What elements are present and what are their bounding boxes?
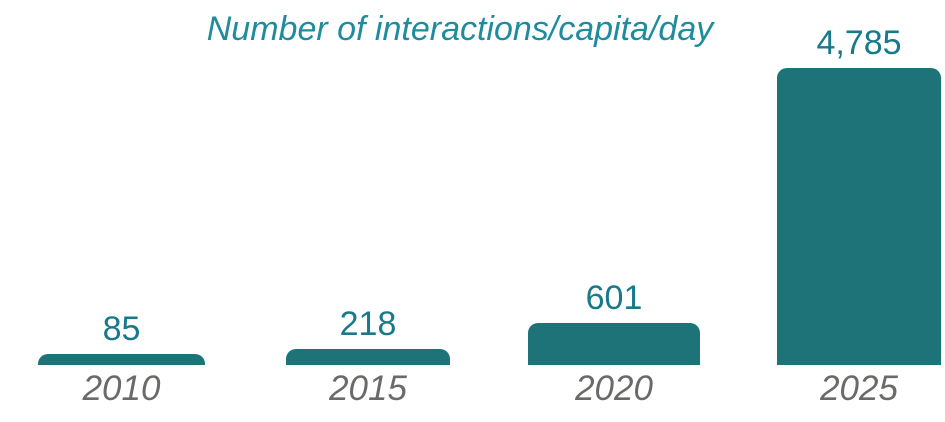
x-axis-tick-label: 2025: [820, 369, 898, 408]
chart-title: Number of interactions/capita/day: [206, 10, 714, 48]
bar-value-label: 4,785: [816, 23, 902, 62]
bar-2020: [528, 323, 700, 365]
x-axis-tick-label: 2010: [82, 369, 161, 408]
bar-2010: [38, 354, 205, 365]
bar-2015: [286, 349, 450, 365]
bar-2025: [777, 68, 941, 365]
x-axis-tick-label: 2020: [575, 369, 653, 408]
x-axis-tick-label: 2015: [329, 369, 407, 408]
bar-value-label: 601: [585, 278, 643, 317]
bar-value-label: 85: [102, 309, 141, 348]
bar-value-label: 218: [339, 304, 397, 343]
